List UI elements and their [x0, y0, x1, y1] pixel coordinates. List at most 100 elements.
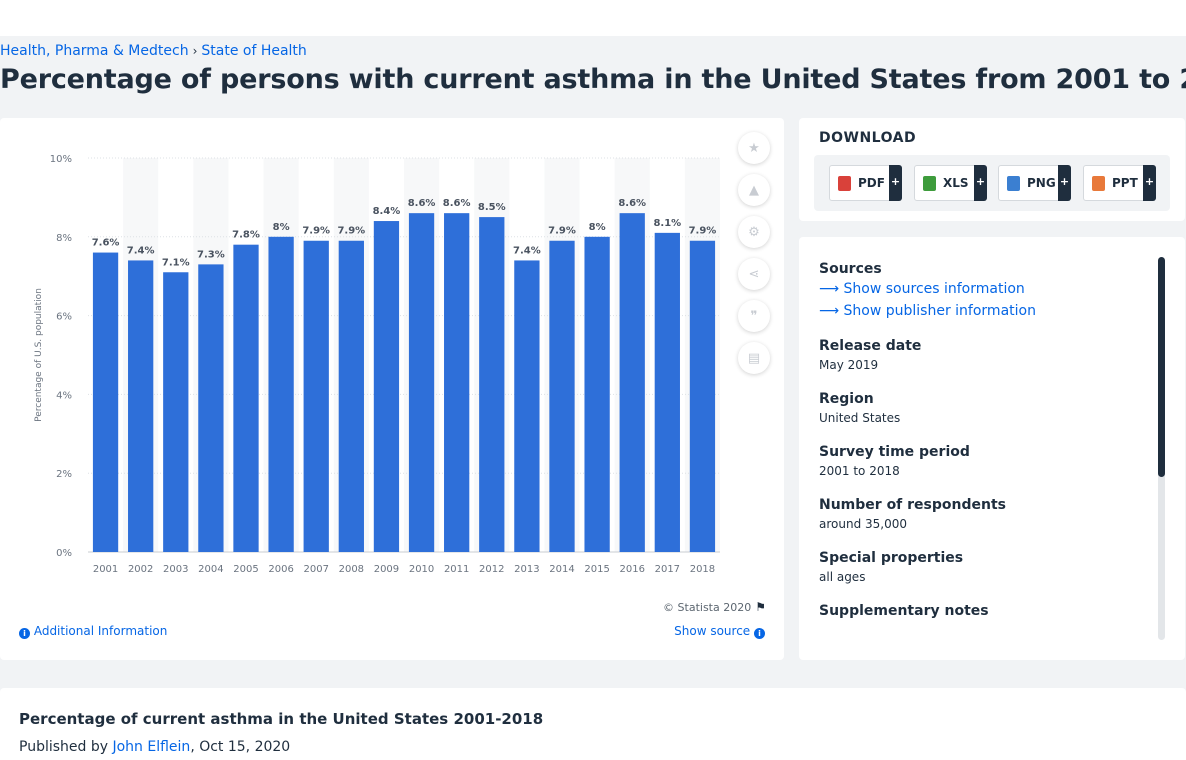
additional-information-link[interactable]: i Additional Information [19, 624, 167, 639]
bar [373, 221, 400, 552]
x-tick-label: 2014 [549, 564, 574, 575]
top-bar [0, 0, 1186, 36]
pdf-file-icon [838, 175, 851, 191]
data-label: 7.4% [513, 245, 541, 256]
quote-icon[interactable]: ❞ [738, 300, 770, 332]
breadcrumb-link-state-of-health[interactable]: State of Health [201, 43, 307, 59]
x-tick-label: 2016 [619, 564, 644, 575]
data-label: 8% [589, 222, 606, 233]
plus-icon[interactable]: + [974, 165, 987, 201]
y-tick-label: 0% [56, 548, 72, 559]
data-label: 8.5% [478, 202, 506, 213]
breadcrumb-separator: › [192, 44, 198, 58]
bar [163, 272, 189, 552]
download-ppt-button[interactable]: PPT + [1083, 165, 1156, 201]
bar [444, 213, 470, 552]
y-tick-label: 10% [50, 154, 72, 165]
data-label: 7.1% [162, 257, 190, 268]
respondents-label: Number of respondents [819, 497, 1006, 513]
bar [128, 260, 154, 552]
show-publisher-label: Show publisher information [843, 303, 1036, 319]
data-label: 7.9% [689, 226, 717, 237]
info-scrollbar[interactable] [1158, 257, 1165, 640]
published-date: , Oct 15, 2020 [190, 739, 291, 755]
info-icon: i [754, 628, 765, 639]
breadcrumb-link-health[interactable]: Health, Pharma & Medtech [0, 43, 189, 59]
copyright-text: © Statista 2020 [663, 601, 752, 614]
y-tick-label: 4% [56, 390, 72, 401]
plus-icon[interactable]: + [1143, 165, 1156, 201]
x-tick-label: 2018 [690, 564, 715, 575]
bar [619, 213, 645, 552]
x-tick-label: 2017 [655, 564, 680, 575]
download-ppt-label: PPT [1112, 176, 1138, 190]
y-tick-label: 2% [56, 469, 72, 480]
x-tick-label: 2013 [514, 564, 539, 575]
gear-icon[interactable]: ⚙ [738, 216, 770, 248]
ppt-file-icon [1092, 175, 1105, 191]
bar [654, 232, 680, 553]
survey-period-value: 2001 to 2018 [819, 464, 900, 478]
copyright-notice: © Statista 2020 ⚑ [663, 600, 766, 614]
arrow-right-icon: ⟶ [819, 303, 840, 319]
scrollbar-thumb[interactable] [1158, 257, 1165, 477]
bar [514, 260, 540, 552]
region-value: United States [819, 411, 901, 425]
statistic-info-card: Sources ⟶ Show sources information ⟶ Sho… [799, 237, 1185, 660]
download-buttons: PDF + XLS + PNG + PPT + [814, 155, 1170, 211]
region-label: Region [819, 391, 874, 407]
arrow-right-icon: ⟶ [819, 281, 840, 297]
share-icon[interactable]: ⋖ [738, 258, 770, 290]
bar [408, 213, 435, 552]
plus-icon[interactable]: + [889, 165, 902, 201]
data-label: 8.1% [653, 218, 681, 229]
y-tick-label: 8% [56, 233, 72, 244]
data-label: 8% [273, 222, 290, 233]
show-source-label: Show source [674, 624, 751, 638]
show-sources-link[interactable]: ⟶ Show sources information [819, 281, 1149, 297]
plus-icon[interactable]: + [1058, 165, 1071, 201]
bar [303, 240, 329, 552]
y-axis-title: Percentage of U.S. population [34, 288, 44, 422]
published-prefix: Published by [19, 739, 109, 755]
x-tick-label: 2006 [268, 564, 293, 575]
data-label: 7.9% [548, 226, 576, 237]
bar [549, 240, 575, 552]
show-sources-label: Show sources information [843, 281, 1025, 297]
special-properties-value: all ages [819, 570, 866, 584]
data-label: 8.6% [618, 198, 646, 209]
bar [268, 236, 294, 553]
bell-icon[interactable]: ▲ [738, 174, 770, 206]
star-icon[interactable]: ★ [738, 132, 770, 164]
download-png-button[interactable]: PNG + [998, 165, 1071, 201]
survey-period-label: Survey time period [819, 444, 970, 460]
special-properties-label: Special properties [819, 550, 964, 566]
data-label: 7.4% [127, 245, 155, 256]
supplementary-notes-label: Supplementary notes [819, 603, 989, 619]
x-tick-label: 2012 [479, 564, 504, 575]
print-icon[interactable]: ▤ [738, 342, 770, 374]
page-title: Percentage of persons with current asthm… [0, 64, 1186, 95]
png-file-icon [1007, 175, 1020, 191]
description-title: Percentage of current asthma in the Unit… [19, 710, 544, 728]
bar [233, 244, 259, 552]
show-source-link[interactable]: Show source i [674, 624, 765, 639]
data-label: 8.6% [408, 198, 436, 209]
data-label: 7.9% [337, 226, 365, 237]
author-link[interactable]: John Elflein [112, 739, 191, 755]
x-tick-label: 2008 [339, 564, 364, 575]
flag-icon[interactable]: ⚑ [755, 600, 766, 614]
bar [92, 252, 119, 552]
data-label: 7.3% [197, 249, 225, 260]
download-pdf-button[interactable]: PDF + [829, 165, 902, 201]
data-label: 8.4% [373, 206, 401, 217]
show-publisher-link[interactable]: ⟶ Show publisher information [819, 303, 1149, 319]
x-tick-label: 2001 [93, 564, 118, 575]
download-xls-button[interactable]: XLS + [914, 165, 987, 201]
bar [689, 240, 716, 552]
sources-label: Sources [819, 261, 882, 277]
x-tick-label: 2010 [409, 564, 434, 575]
published-by: Published by John Elflein, Oct 15, 2020 [19, 739, 290, 755]
bar [584, 236, 610, 553]
y-tick-label: 6% [56, 312, 72, 323]
